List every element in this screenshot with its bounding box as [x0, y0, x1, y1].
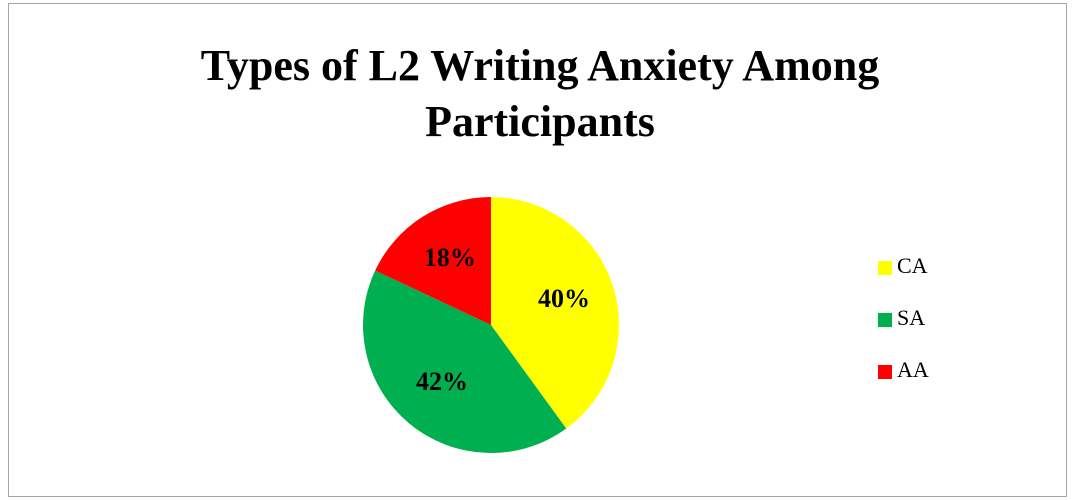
legend-swatch — [878, 365, 892, 379]
legend-swatch — [878, 261, 892, 275]
pie-slice — [363, 270, 567, 453]
pie-slice — [375, 197, 491, 325]
legend-label: CA — [897, 253, 928, 278]
chart-frame — [8, 3, 1067, 497]
data-label: 40% — [538, 284, 590, 313]
legend-label: AA — [897, 357, 929, 382]
legend-swatch — [878, 313, 892, 327]
pie-slice — [491, 197, 619, 429]
chart-title: Types of L2 Writing Anxiety Among Partic… — [200, 41, 880, 146]
data-label: 18% — [424, 243, 476, 272]
data-label: 42% — [416, 367, 468, 396]
legend-label: SA — [897, 305, 925, 330]
